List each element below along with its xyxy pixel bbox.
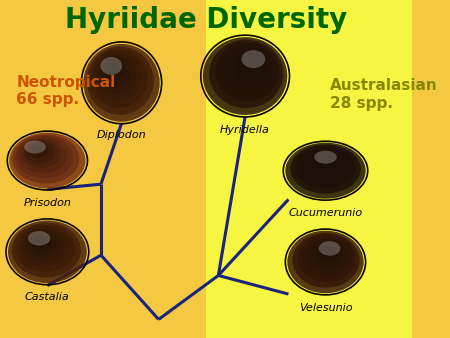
Ellipse shape bbox=[28, 231, 50, 245]
Ellipse shape bbox=[240, 53, 263, 74]
Text: Prisodon: Prisodon bbox=[23, 198, 71, 208]
Ellipse shape bbox=[27, 231, 58, 256]
Ellipse shape bbox=[295, 146, 356, 189]
Ellipse shape bbox=[324, 245, 335, 255]
Ellipse shape bbox=[12, 134, 79, 184]
Ellipse shape bbox=[12, 223, 81, 277]
Ellipse shape bbox=[23, 229, 63, 261]
Ellipse shape bbox=[15, 136, 73, 178]
Ellipse shape bbox=[320, 155, 331, 163]
Text: Cucumerunio: Cucumerunio bbox=[288, 208, 363, 218]
Text: Hyridella: Hyridella bbox=[220, 125, 270, 135]
Ellipse shape bbox=[290, 144, 361, 194]
Text: Castalia: Castalia bbox=[25, 292, 70, 303]
Ellipse shape bbox=[104, 60, 124, 80]
Ellipse shape bbox=[308, 239, 347, 271]
Ellipse shape bbox=[16, 225, 75, 272]
Ellipse shape bbox=[285, 143, 366, 199]
Ellipse shape bbox=[297, 235, 356, 282]
Ellipse shape bbox=[209, 40, 283, 108]
Text: Neotropical
66 spp.: Neotropical 66 spp. bbox=[17, 75, 116, 107]
Text: Velesunio: Velesunio bbox=[299, 303, 352, 313]
Text: Diplodon: Diplodon bbox=[97, 130, 146, 140]
Ellipse shape bbox=[300, 148, 351, 184]
Ellipse shape bbox=[28, 143, 49, 158]
Ellipse shape bbox=[31, 233, 52, 250]
Text: Hyriidae Diversity: Hyriidae Diversity bbox=[65, 6, 347, 34]
Ellipse shape bbox=[19, 227, 69, 267]
Ellipse shape bbox=[87, 47, 154, 115]
Ellipse shape bbox=[31, 145, 42, 153]
Ellipse shape bbox=[25, 141, 54, 163]
Ellipse shape bbox=[24, 141, 46, 153]
Ellipse shape bbox=[234, 50, 267, 81]
Ellipse shape bbox=[34, 235, 46, 245]
Ellipse shape bbox=[90, 49, 148, 108]
Text: Australasian
28 spp.: Australasian 28 spp. bbox=[329, 78, 437, 111]
Ellipse shape bbox=[242, 50, 266, 68]
Ellipse shape bbox=[310, 151, 341, 173]
Ellipse shape bbox=[215, 42, 279, 101]
Ellipse shape bbox=[221, 45, 275, 94]
Ellipse shape bbox=[107, 62, 118, 74]
Ellipse shape bbox=[292, 233, 360, 288]
Ellipse shape bbox=[83, 44, 160, 122]
Ellipse shape bbox=[287, 231, 364, 293]
Ellipse shape bbox=[203, 37, 287, 115]
Ellipse shape bbox=[9, 132, 86, 189]
Ellipse shape bbox=[318, 243, 339, 260]
Ellipse shape bbox=[8, 220, 87, 283]
Ellipse shape bbox=[100, 57, 122, 75]
Ellipse shape bbox=[18, 138, 67, 173]
Ellipse shape bbox=[315, 153, 336, 168]
Bar bbox=[0, 0, 206, 338]
Ellipse shape bbox=[22, 139, 61, 168]
Ellipse shape bbox=[246, 55, 259, 67]
Ellipse shape bbox=[313, 241, 343, 266]
Bar bbox=[206, 0, 412, 338]
Ellipse shape bbox=[97, 54, 136, 94]
Ellipse shape bbox=[305, 149, 346, 178]
Ellipse shape bbox=[314, 151, 337, 164]
Ellipse shape bbox=[319, 241, 340, 256]
Ellipse shape bbox=[100, 57, 130, 88]
Ellipse shape bbox=[94, 52, 142, 101]
Ellipse shape bbox=[228, 48, 271, 88]
Ellipse shape bbox=[303, 237, 351, 277]
